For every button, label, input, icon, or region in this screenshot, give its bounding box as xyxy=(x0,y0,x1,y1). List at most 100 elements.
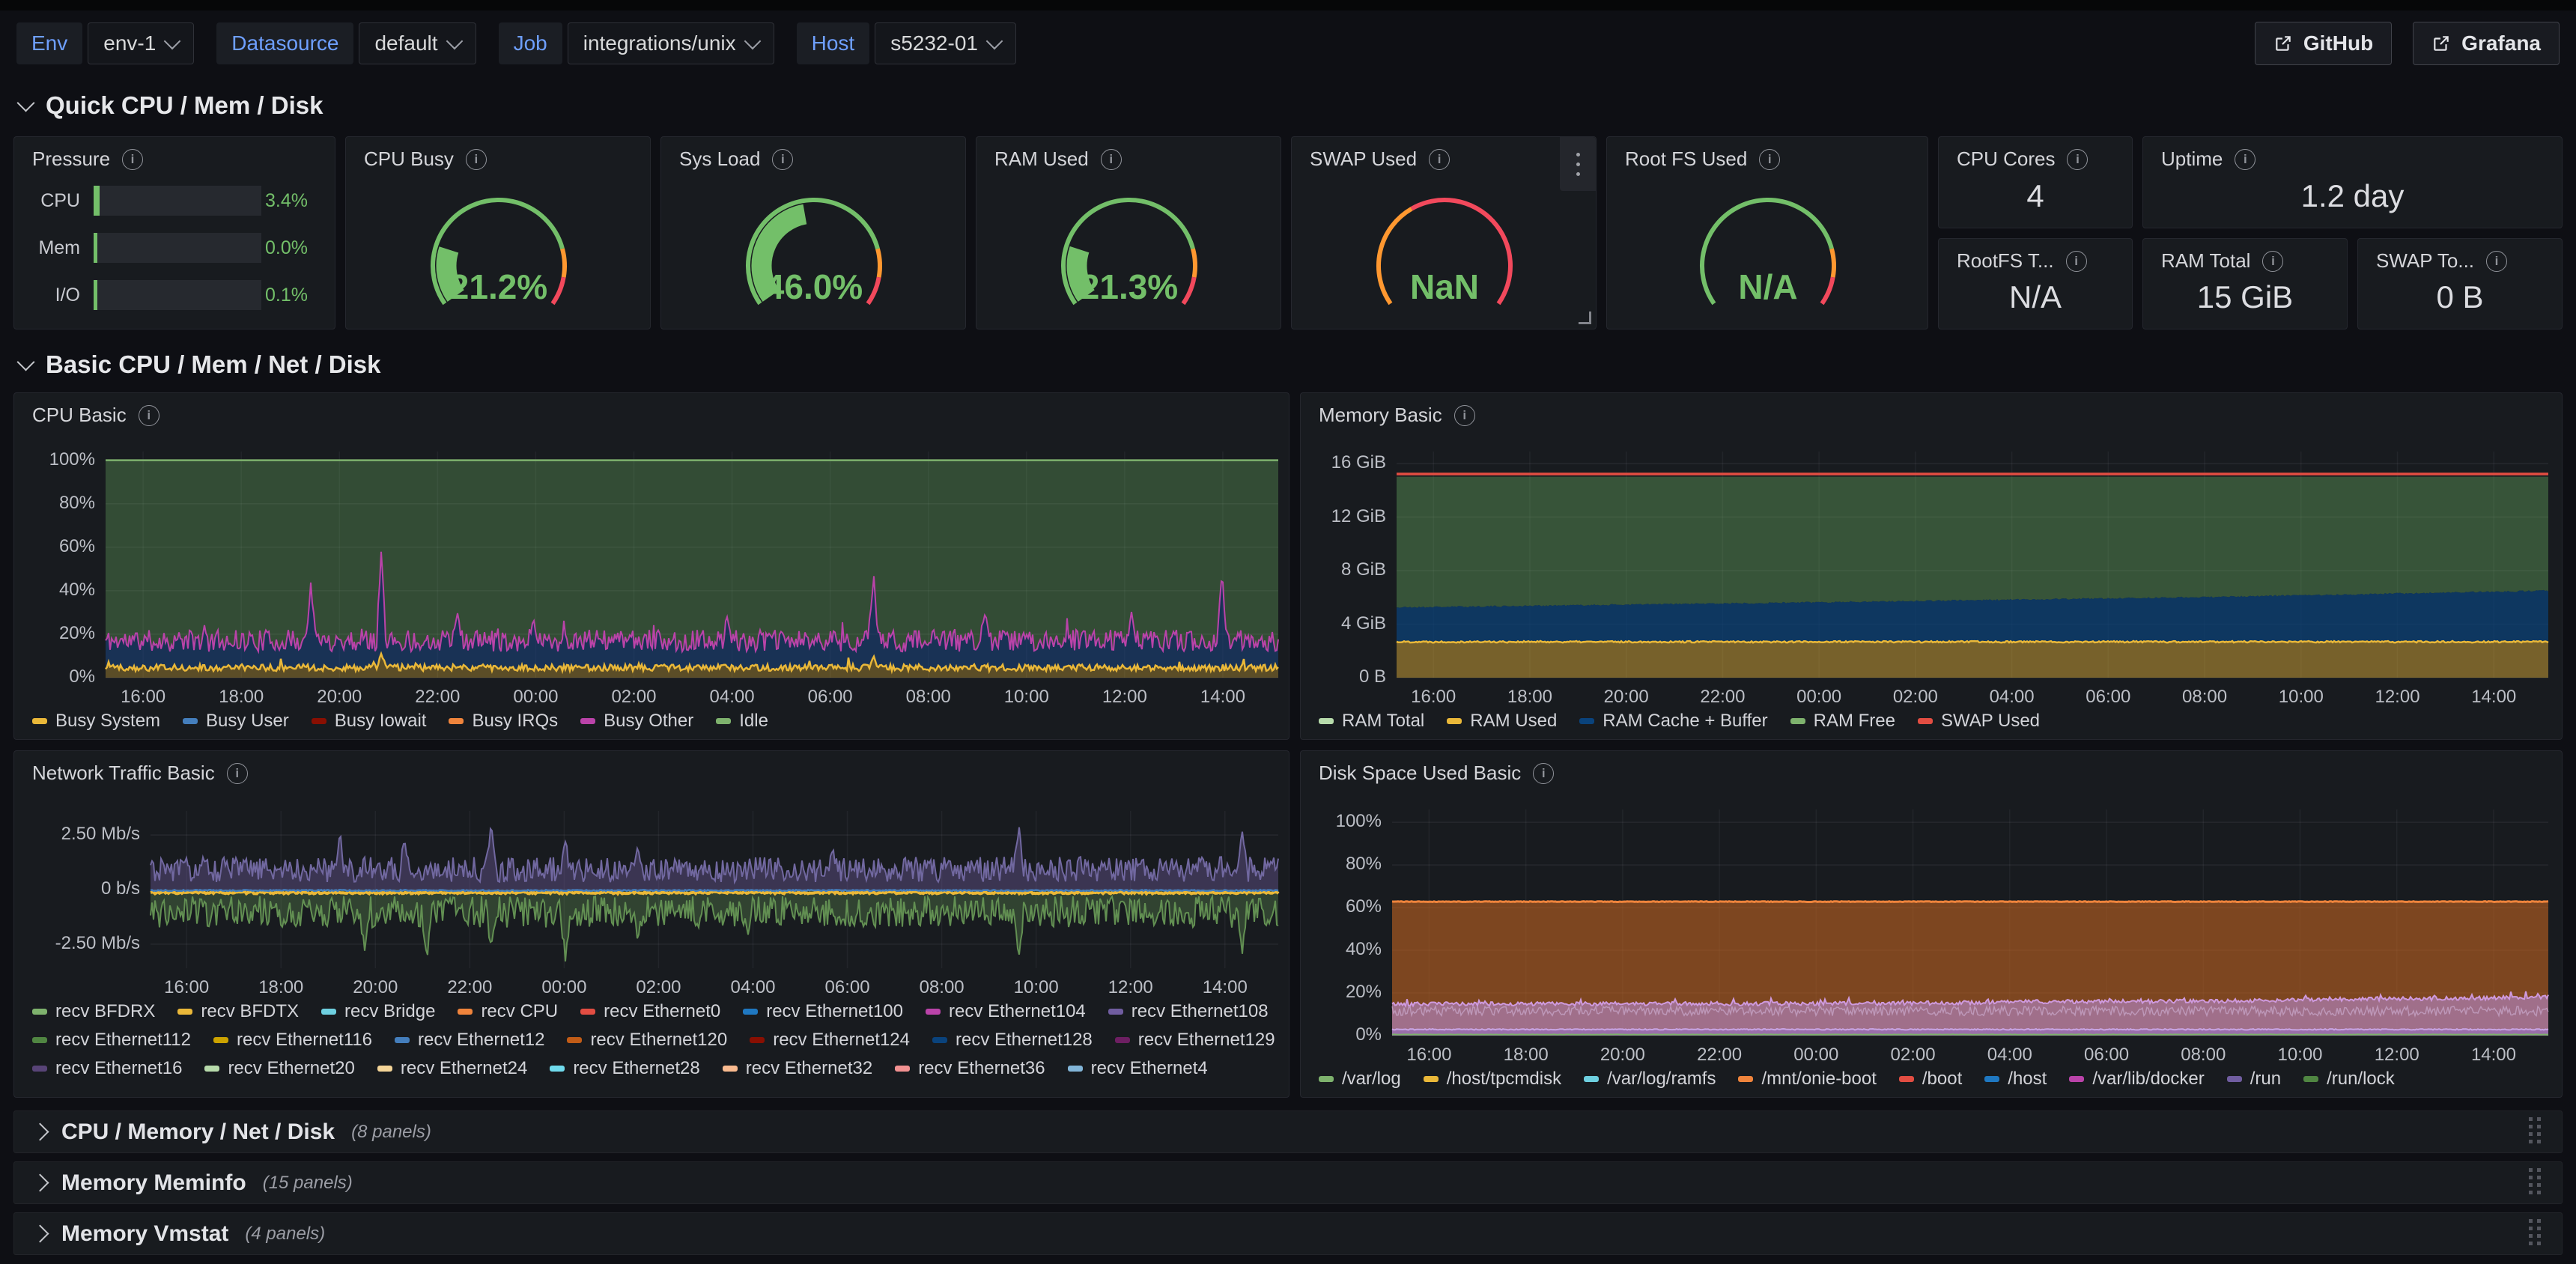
legend-item-busy-other[interactable]: Busy Other xyxy=(580,711,693,732)
collapsed-row-memory-meminfo[interactable]: Memory Meminfo (15 panels) xyxy=(13,1161,2563,1204)
legend-swatch xyxy=(1115,1037,1130,1043)
collapsed-row-cpu-memory-net-disk[interactable]: CPU / Memory / Net / Disk (8 panels) xyxy=(13,1110,2563,1153)
legend-item-recv-ethernet100[interactable]: recv Ethernet100 xyxy=(743,1001,903,1022)
legend-item-busy-user[interactable]: Busy User xyxy=(183,711,289,732)
legend-label: recv Ethernet4 xyxy=(1091,1058,1208,1079)
legend-item-ram-used[interactable]: RAM Used xyxy=(1447,711,1557,732)
legend-item-recv-ethernet108[interactable]: recv Ethernet108 xyxy=(1108,1001,1269,1022)
legend-item-host-tpcmdisk[interactable]: /host/tpcmdisk xyxy=(1424,1069,1561,1090)
variable-value-dropdown[interactable]: s5232-01 xyxy=(875,22,1016,64)
legend-item-boot[interactable]: /boot xyxy=(1899,1069,1962,1090)
legend-item-ram-free[interactable]: RAM Free xyxy=(1790,711,1895,732)
legend-item-busy-irqs[interactable]: Busy IRQs xyxy=(449,711,558,732)
legend-swatch xyxy=(1584,1076,1599,1082)
legend-item-recv-ethernet116[interactable]: recv Ethernet116 xyxy=(213,1030,372,1051)
y-axis-label: 16 GiB xyxy=(1281,452,1386,473)
info-icon[interactable]: i xyxy=(2235,149,2255,170)
legend-swatch xyxy=(1319,718,1334,724)
legend-item-recv-cpu[interactable]: recv CPU xyxy=(458,1001,558,1022)
legend-item-recv-ethernet36[interactable]: recv Ethernet36 xyxy=(895,1058,1045,1079)
legend-item-swap-used[interactable]: SWAP Used xyxy=(1918,711,2040,732)
github-link-button[interactable]: GitHub xyxy=(2255,22,2392,65)
legend-item-recv-bridge[interactable]: recv Bridge xyxy=(321,1001,435,1022)
legend-item-recv-ethernet28[interactable]: recv Ethernet28 xyxy=(550,1058,699,1079)
section-header-basic[interactable]: Basic CPU / Mem / Net / Disk xyxy=(19,347,380,382)
drag-handle-icon[interactable] xyxy=(2529,1219,2542,1249)
x-axis-label: 02:00 xyxy=(636,977,681,998)
legend-label: recv Ethernet0 xyxy=(604,1001,720,1022)
legend-item-recv-ethernet129[interactable]: recv Ethernet129 xyxy=(1115,1030,1275,1051)
variable-value-dropdown[interactable]: integrations/unix xyxy=(568,22,774,64)
legend-item-idle[interactable]: Idle xyxy=(716,711,768,732)
variable-value-dropdown[interactable]: default xyxy=(359,22,476,64)
drag-handle-icon[interactable] xyxy=(2529,1168,2542,1198)
legend-item-recv-ethernet124[interactable]: recv Ethernet124 xyxy=(750,1030,910,1051)
bar-gauge-value: 3.4% xyxy=(265,190,308,212)
panel-title[interactable]: SWAP To...i xyxy=(2376,249,2507,273)
y-axis-label: 80% xyxy=(1277,854,1382,875)
legend-item-ram-cache-buffer[interactable]: RAM Cache + Buffer xyxy=(1579,711,1767,732)
legend-item-run[interactable]: /run xyxy=(2227,1069,2281,1090)
legend-label: Busy System xyxy=(55,711,160,732)
variable-current-value: integrations/unix xyxy=(583,31,736,55)
panel-title[interactable]: CPU Coresi xyxy=(1957,148,2088,171)
legend-item-mnt-onie-boot[interactable]: /mnt/onie-boot xyxy=(1738,1069,1876,1090)
legend-item-recv-ethernet12[interactable]: recv Ethernet12 xyxy=(395,1030,544,1051)
gauge-cpu-busy: 21.2% xyxy=(346,137,651,330)
legend-item-busy-system[interactable]: Busy System xyxy=(32,711,160,732)
legend-item-recv-bfdrx[interactable]: recv BFDRX xyxy=(32,1001,155,1022)
legend-item-recv-ethernet4[interactable]: recv Ethernet4 xyxy=(1068,1058,1208,1079)
legend-item-recv-ethernet20[interactable]: recv Ethernet20 xyxy=(204,1058,354,1079)
legend-label: recv Ethernet124 xyxy=(773,1030,910,1051)
legend-item-recv-ethernet112[interactable]: recv Ethernet112 xyxy=(32,1030,191,1051)
info-icon[interactable]: i xyxy=(2066,251,2087,272)
legend-item-var-log[interactable]: /var/log xyxy=(1319,1069,1401,1090)
link-label: Grafana xyxy=(2461,31,2541,55)
legend-item-var-lib-docker[interactable]: /var/lib/docker xyxy=(2069,1069,2204,1090)
legend-label: RAM Free xyxy=(1814,711,1895,732)
legend-label: RAM Total xyxy=(1342,711,1424,732)
bar-gauge-label: I/O xyxy=(14,285,80,306)
variable-value-dropdown[interactable]: env-1 xyxy=(88,22,194,64)
window-top-strip xyxy=(0,0,2576,10)
panel-swap-used: SWAP UsediNaN xyxy=(1291,136,1597,329)
legend-item-ram-total[interactable]: RAM Total xyxy=(1319,711,1424,732)
grafana-dashboard: Envenv-1DatasourcedefaultJobintegrations… xyxy=(0,0,2576,1264)
legend-item-recv-ethernet24[interactable]: recv Ethernet24 xyxy=(377,1058,527,1079)
collapsed-row-memory-vmstat[interactable]: Memory Vmstat (4 panels) xyxy=(13,1212,2563,1255)
legend-item-recv-ethernet104[interactable]: recv Ethernet104 xyxy=(926,1001,1086,1022)
info-icon[interactable]: i xyxy=(122,149,143,170)
panel-title[interactable]: RAM Totali xyxy=(2161,249,2283,273)
section-header-quick[interactable]: Quick CPU / Mem / Disk xyxy=(19,88,323,123)
x-axis-label: 06:00 xyxy=(2084,1045,2129,1066)
panel-title[interactable]: RootFS T...i xyxy=(1957,249,2087,273)
x-axis-label: 16:00 xyxy=(164,977,209,998)
legend-item-var-log-ramfs[interactable]: /var/log/ramfs xyxy=(1584,1069,1716,1090)
x-axis-label: 20:00 xyxy=(1600,1045,1645,1066)
info-icon[interactable]: i xyxy=(2262,251,2283,272)
legend-item-recv-ethernet120[interactable]: recv Ethernet120 xyxy=(567,1030,727,1051)
legend-label: Busy IRQs xyxy=(472,711,558,732)
legend-swatch xyxy=(449,718,464,724)
pressure-row-cpu: CPU3.4% xyxy=(14,185,335,216)
panel-resize-handle[interactable] xyxy=(1579,312,1591,324)
legend-item-host[interactable]: /host xyxy=(1984,1069,2047,1090)
legend-item-recv-bfdtx[interactable]: recv BFDTX xyxy=(177,1001,299,1022)
legend-item-recv-ethernet32[interactable]: recv Ethernet32 xyxy=(723,1058,872,1079)
info-icon[interactable]: i xyxy=(2067,149,2088,170)
legend-item-recv-ethernet0[interactable]: recv Ethernet0 xyxy=(580,1001,720,1022)
chevron-right-icon xyxy=(31,1122,49,1140)
panel-menu-kebab-icon[interactable] xyxy=(1560,137,1596,191)
panel-title[interactable]: Uptimei xyxy=(2161,148,2255,171)
legend-item-recv-ethernet16[interactable]: recv Ethernet16 xyxy=(32,1058,182,1079)
legend-item-busy-iowait[interactable]: Busy Iowait xyxy=(312,711,427,732)
legend-item-run-lock[interactable]: /run/lock xyxy=(2303,1069,2395,1090)
drag-handle-icon[interactable] xyxy=(2529,1117,2542,1147)
legend-item-recv-ethernet128[interactable]: recv Ethernet128 xyxy=(932,1030,1093,1051)
y-axis-label: 4 GiB xyxy=(1281,613,1386,634)
info-icon[interactable]: i xyxy=(2486,251,2507,272)
panel-title[interactable]: Pressurei xyxy=(32,148,143,171)
legend-swatch xyxy=(1790,718,1805,724)
y-axis-label: 60% xyxy=(0,536,95,557)
grafana-link-button[interactable]: Grafana xyxy=(2413,22,2560,65)
